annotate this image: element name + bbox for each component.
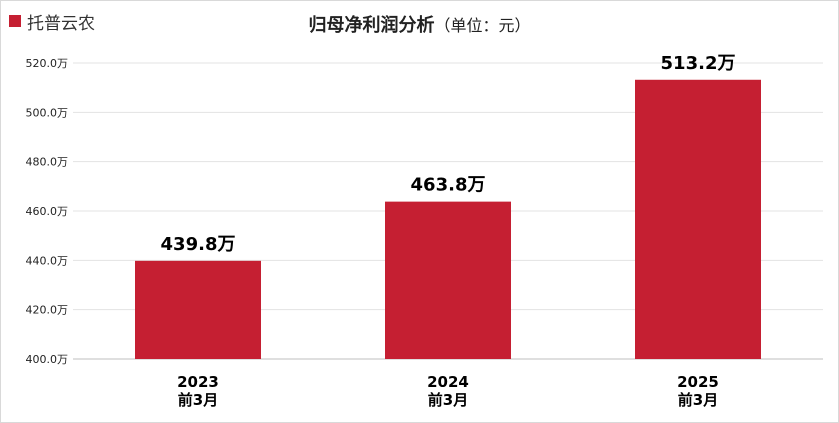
x-tick-label: 2024 — [427, 373, 469, 391]
legend: 托普云农 — [9, 10, 95, 34]
x-tick-label: 前3月 — [178, 391, 218, 409]
legend-label: 托普云农 — [27, 13, 95, 34]
chart-title-main: 归母净利润分析 — [308, 15, 435, 36]
bar — [135, 260, 261, 359]
y-tick-label: 400.0万 — [26, 353, 69, 366]
bar — [385, 201, 511, 359]
y-tick-label: 440.0万 — [26, 254, 69, 267]
x-tick-label: 前3月 — [428, 391, 468, 409]
chart-title: 归母净利润分析（单位：元） — [1, 11, 838, 37]
y-tick-label: 500.0万 — [26, 106, 69, 119]
x-tick-label: 2023 — [177, 373, 219, 391]
legend-swatch — [9, 15, 21, 27]
data-label: 439.8万 — [161, 234, 236, 255]
x-tick-label: 2025 — [677, 373, 719, 391]
bar — [635, 79, 761, 360]
y-tick-label: 460.0万 — [26, 205, 69, 218]
y-tick-label: 480.0万 — [26, 156, 69, 169]
data-label: 513.2万 — [661, 53, 736, 74]
y-tick-label: 520.0万 — [26, 57, 69, 70]
chart-title-unit: （单位：元） — [434, 16, 531, 35]
x-tick-label: 前3月 — [678, 391, 718, 409]
data-label: 463.8万 — [411, 175, 486, 196]
y-tick-label: 420.0万 — [26, 304, 69, 317]
